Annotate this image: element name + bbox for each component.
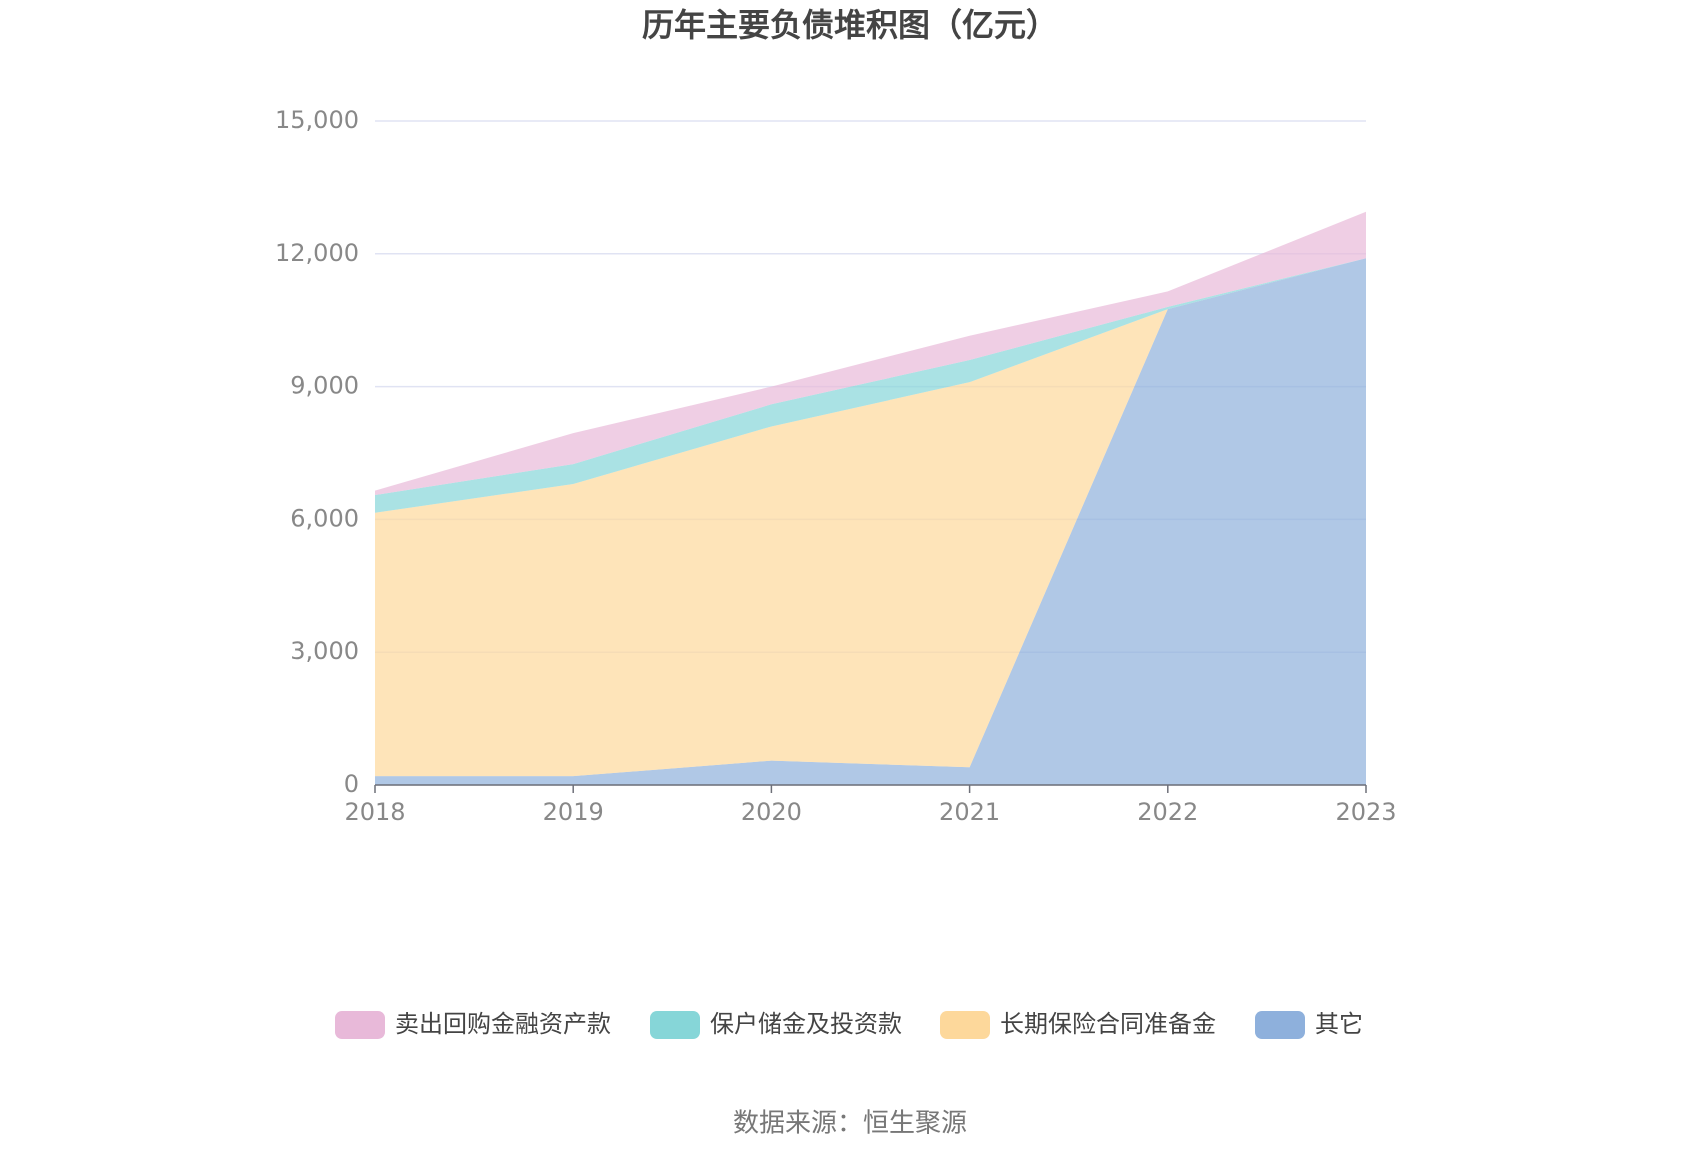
y-tick-label: 3,000 (290, 637, 359, 665)
legend-label: 长期保险合同准备金 (1000, 1010, 1216, 1038)
legend-label: 其它 (1315, 1010, 1363, 1038)
x-tick-label: 2022 (1137, 798, 1198, 826)
y-tick-label: 0 (344, 770, 359, 798)
legend-label: 卖出回购金融资产款 (395, 1010, 611, 1038)
x-tick-label: 2019 (543, 798, 604, 826)
area (375, 258, 1366, 513)
legend-swatch (650, 1011, 700, 1039)
legend-swatch (940, 1011, 990, 1039)
x-tick-label: 2021 (939, 798, 1000, 826)
area (375, 258, 1366, 785)
x-tick-label: 2020 (741, 798, 802, 826)
y-tick-label: 6,000 (290, 504, 359, 532)
legend-swatch (1255, 1011, 1305, 1039)
legend-swatch (335, 1011, 385, 1039)
legend-label: 保户储金及投资款 (710, 1010, 902, 1038)
source-note: 数据来源：恒生聚源 (733, 1109, 967, 1139)
area (375, 211, 1366, 496)
y-tick-label: 9,000 (290, 372, 359, 400)
y-tick-label: 15,000 (275, 106, 359, 134)
area (375, 258, 1366, 777)
chart-title: 历年主要负债堆积图（亿元） (642, 6, 1058, 44)
x-tick-label: 2018 (344, 798, 405, 826)
x-tick-label: 2023 (1335, 798, 1396, 826)
y-tick-label: 12,000 (275, 239, 359, 267)
